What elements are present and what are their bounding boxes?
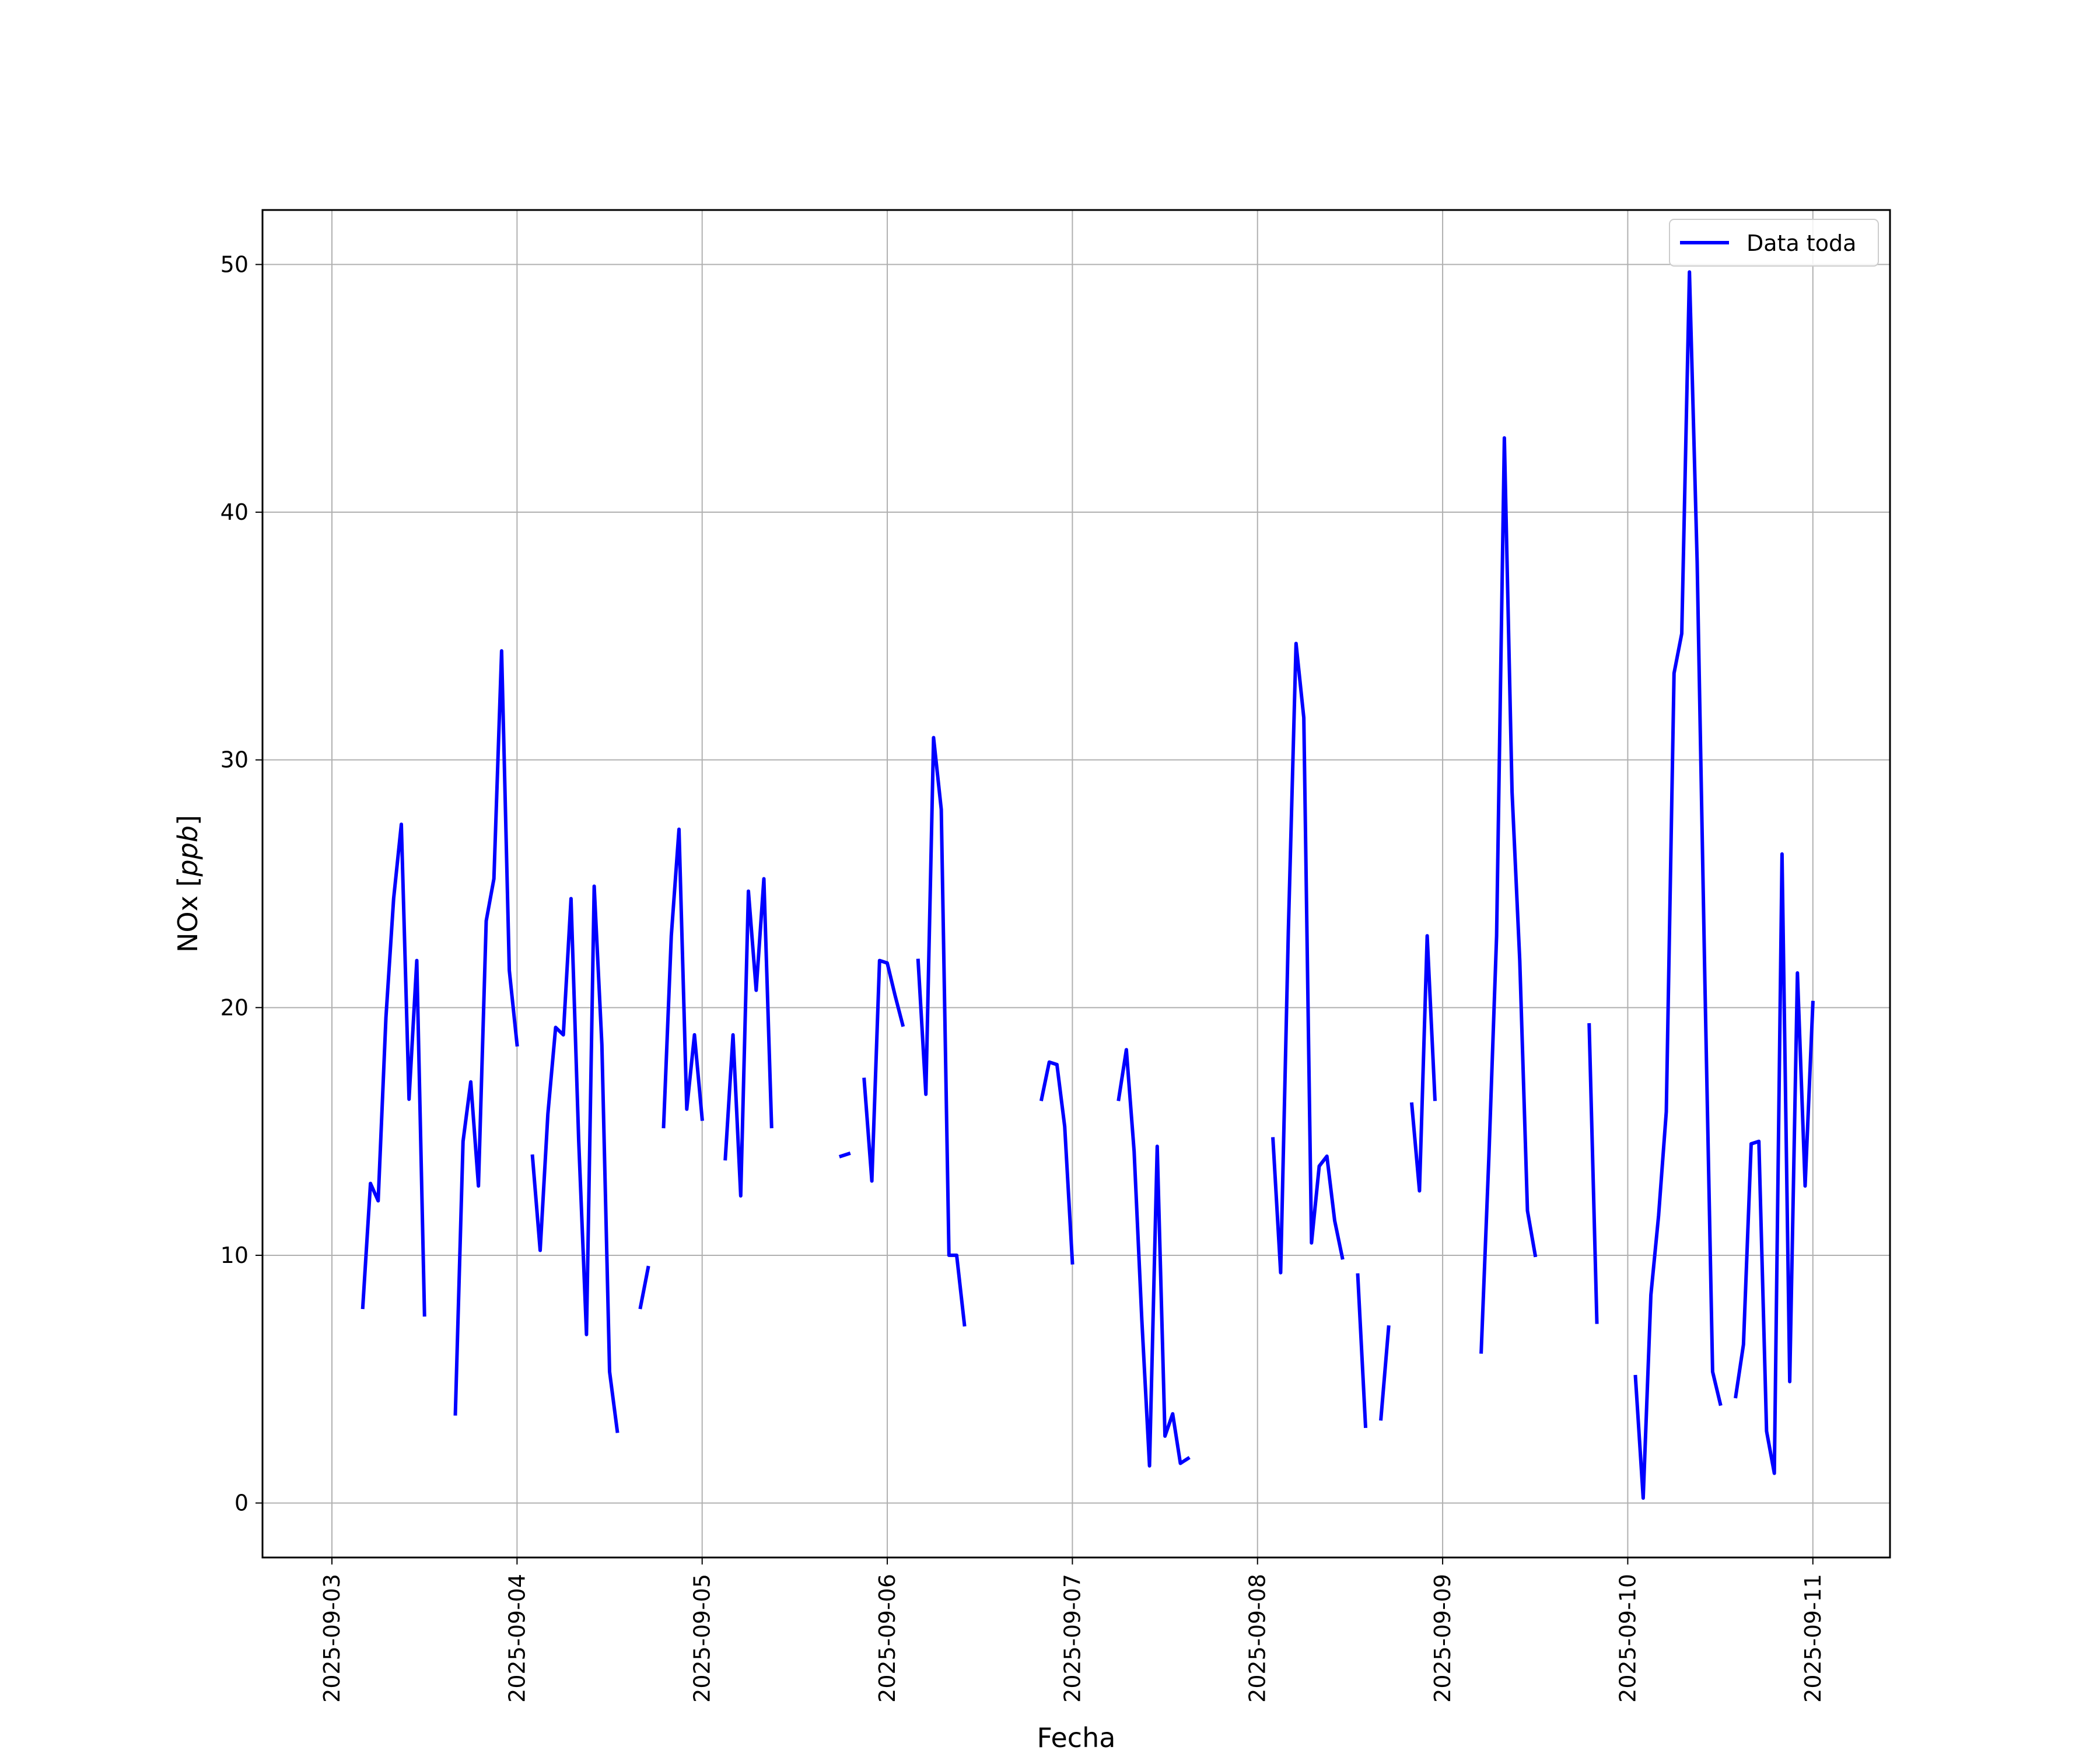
series-line-segment-11 — [1116, 1048, 1191, 1468]
y-tick-label: 30 — [220, 747, 249, 773]
y-tick-label: 0 — [235, 1490, 249, 1516]
plot-series — [360, 270, 1815, 1500]
x-tick-label: 2025-09-03 — [319, 1574, 345, 1703]
x-tick-label: 2025-09-04 — [504, 1574, 530, 1703]
series-line-segment-9 — [916, 736, 967, 1327]
x-tick-label: 2025-09-05 — [690, 1574, 715, 1703]
series-line-segment-13 — [1356, 1273, 1368, 1429]
series-line-segment-8 — [862, 958, 905, 1183]
x-tick-label: 2025-09-08 — [1245, 1574, 1270, 1703]
series-line-segment-2 — [453, 649, 519, 1416]
series-line-segment-14 — [1379, 1325, 1391, 1421]
legend-label-data-toda: Data toda — [1746, 230, 1856, 256]
series-line-segment-17 — [1587, 1023, 1599, 1324]
grid-lines — [262, 210, 1890, 1558]
series-line-segment-15 — [1409, 934, 1437, 1193]
y-tick-label: 20 — [220, 995, 249, 1020]
series-line-segment-3 — [530, 884, 620, 1433]
plot-area-frame — [261, 209, 1891, 1559]
x-axis: 2025-09-03 2025-09-04 2025-09-05 2025-09-06… — [319, 1558, 1826, 1703]
y-tick-label: 40 — [220, 499, 249, 525]
x-axis-label: Fecha — [1037, 1722, 1116, 1750]
series-line-segment-1 — [360, 822, 426, 1317]
series-line-segment-19 — [1734, 852, 1815, 1475]
x-tick-label: 2025-09-06 — [874, 1574, 900, 1703]
y-tick-label: 50 — [220, 251, 249, 277]
series-line-segment-18 — [1633, 270, 1723, 1500]
series-line-segment-6 — [723, 877, 774, 1198]
series-line-segment-10 — [1039, 1060, 1074, 1265]
y-axis-label: NOx [ppb] — [172, 815, 204, 953]
y-axis: 0 10 20 30 40 50 — [220, 251, 262, 1516]
series-line-segment-7 — [838, 1152, 851, 1158]
series-line-segment-16 — [1479, 436, 1538, 1354]
x-tick-label: 2025-09-10 — [1615, 1574, 1640, 1703]
x-tick-label: 2025-09-07 — [1059, 1574, 1085, 1703]
legend: Data toda — [1669, 219, 1879, 267]
x-tick-label: 2025-09-11 — [1800, 1574, 1826, 1703]
series-line-segment-12 — [1271, 642, 1345, 1275]
x-tick-label: 2025-09-09 — [1430, 1574, 1455, 1703]
series-line-segment-4 — [638, 1265, 650, 1310]
y-tick-label: 10 — [220, 1242, 249, 1268]
series-line-segment-5 — [662, 827, 704, 1129]
legend-box — [1669, 219, 1879, 267]
